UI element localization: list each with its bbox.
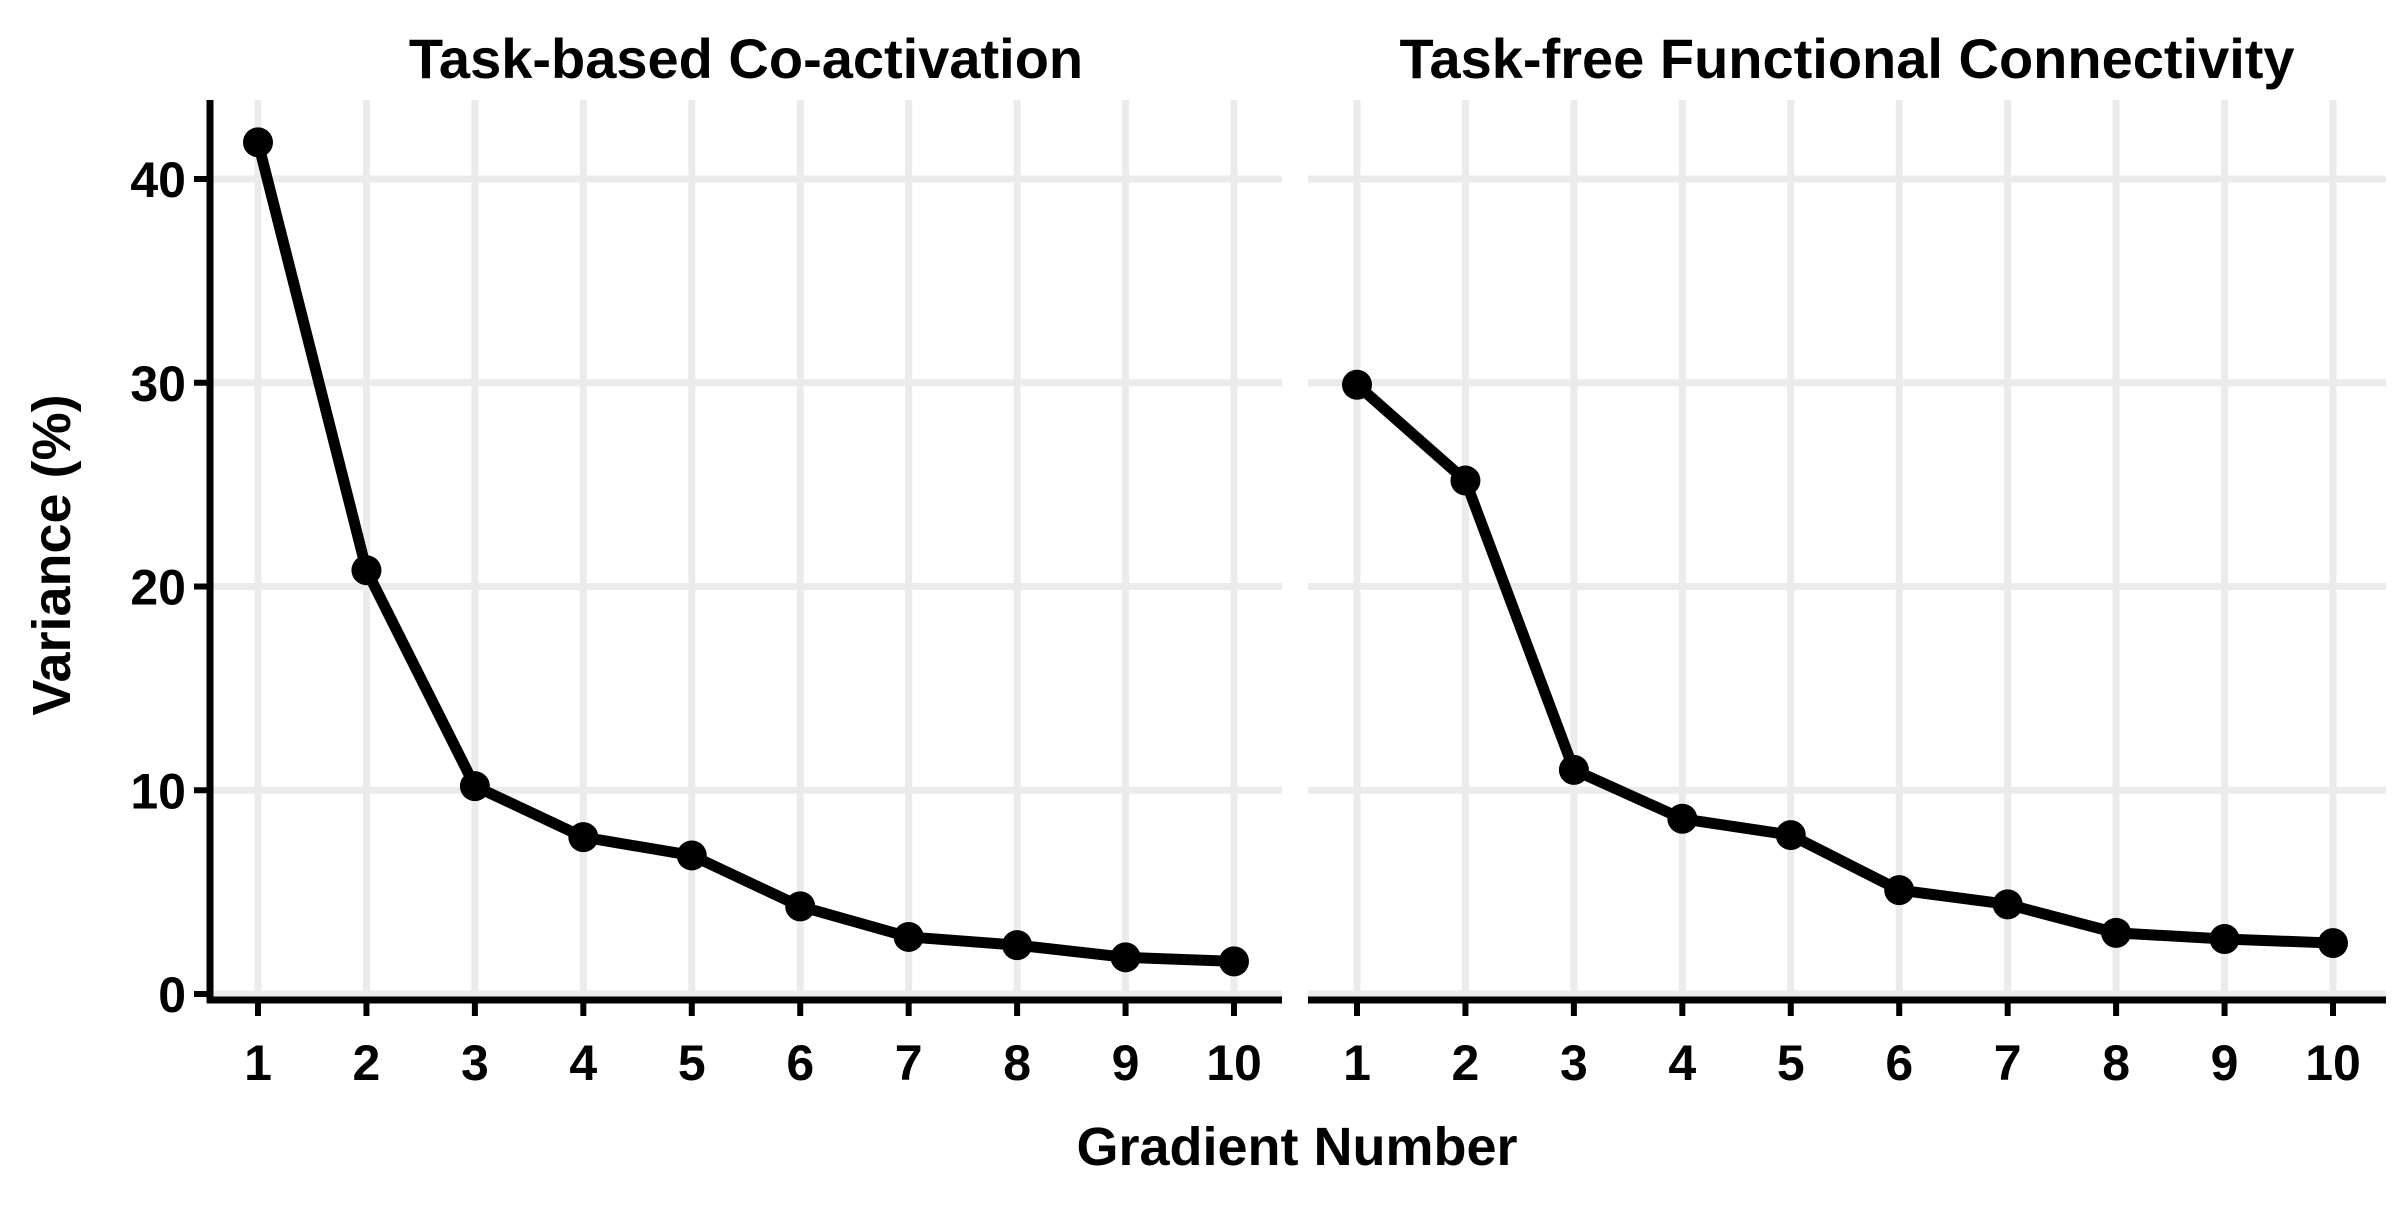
y-axis-title: Variance (%) [22,394,82,715]
data-point [2318,928,2348,959]
x-tick-label: 5 [1777,1035,1805,1091]
y-tick-label: 0 [158,967,186,1023]
panel-title: Task-free Functional Connectivity [1399,27,2294,90]
x-tick-label: 7 [895,1035,923,1091]
data-point [1775,820,1806,851]
x-tick-label: 7 [1994,1035,2022,1091]
data-point [1110,942,1141,973]
axis-layer [194,100,2386,1016]
data-point [1450,465,1481,496]
data-point [1002,930,1033,961]
x-tick-label: 8 [1003,1035,1031,1091]
series-layer [243,127,2348,977]
data-point [1992,889,2023,920]
data-point [1558,754,1589,785]
x-tick-label: 3 [461,1035,489,1091]
x-tick-label: 2 [353,1035,381,1091]
y-tick-label: 40 [130,152,186,208]
y-tick-label: 20 [130,560,186,616]
x-tick-label: 4 [569,1035,597,1091]
y-tick-label: 30 [130,356,186,412]
data-point [1884,875,1915,906]
data-point [243,127,273,158]
x-tick-label: 2 [1452,1035,1480,1091]
x-tick-label: 6 [786,1035,814,1091]
x-tick-label: 4 [1668,1035,1696,1091]
data-point [676,840,707,871]
x-tick-label: 6 [1885,1035,1913,1091]
x-tick-label: 10 [2305,1035,2361,1091]
data-point [1342,369,1372,400]
y-tick-label: 10 [130,763,186,819]
data-point [459,771,490,802]
data-point [893,921,924,952]
x-tick-label: 1 [1343,1035,1371,1091]
label-layer: Gradient Number Variance (%) 1 2 3 4 5 6 7 8 9 10… [22,27,2361,1177]
data-point [568,822,599,853]
data-point [351,555,382,586]
data-point [2101,917,2132,948]
series-line [1351,379,2339,949]
x-tick-label: 1 [244,1035,272,1091]
grid-layer [210,100,2386,1000]
x-tick-label: 5 [678,1035,706,1091]
x-tick-label: 8 [2102,1035,2130,1091]
data-point [2209,923,2240,954]
x-tick-label: 9 [2211,1035,2239,1091]
panel-title: Task-based Co-activation [409,27,1083,90]
x-tick-label: 3 [1560,1035,1588,1091]
x-axis-title: Gradient Number [1076,1117,1517,1177]
x-tick-label: 9 [1112,1035,1140,1091]
data-point [1219,946,1249,977]
series-line [252,136,1240,967]
data-point [785,891,816,922]
x-tick-label: 10 [1206,1035,1262,1091]
data-point [1667,803,1698,834]
